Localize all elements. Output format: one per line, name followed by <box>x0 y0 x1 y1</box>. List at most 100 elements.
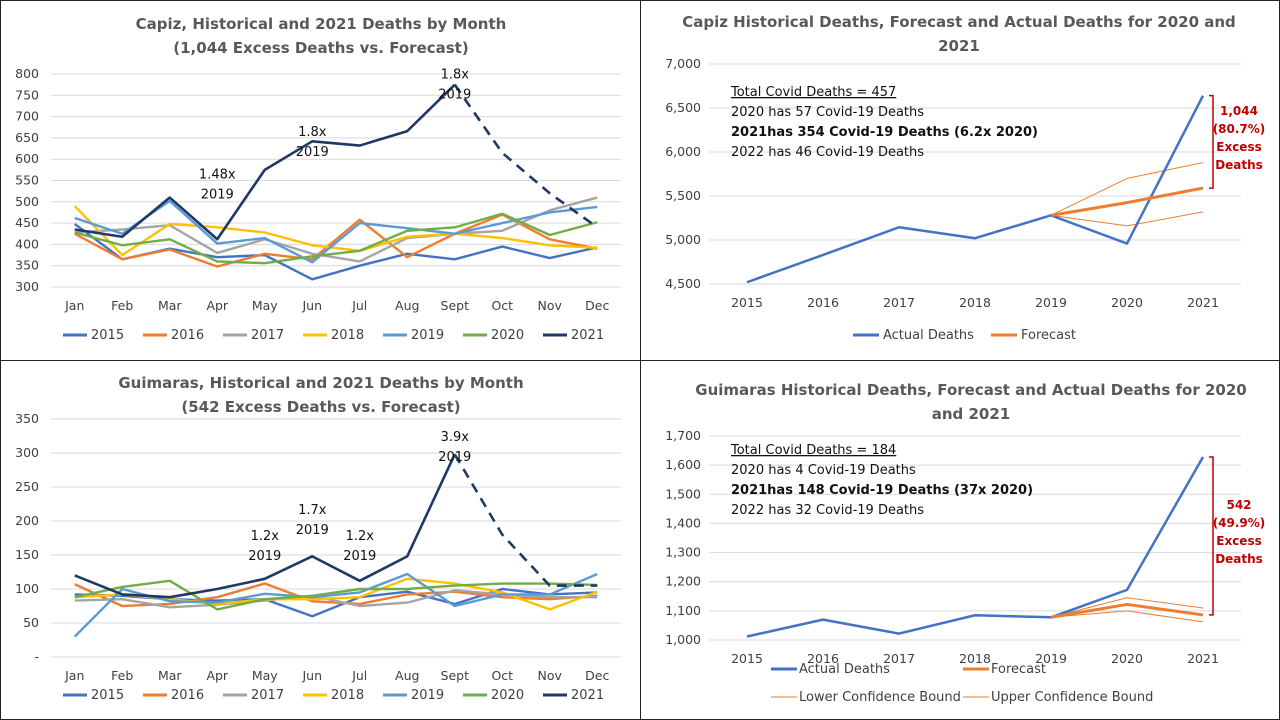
x-tick-label: May <box>252 668 278 683</box>
covid-deaths-note: 2021has 148 Covid-19 Deaths (37x 2020) <box>731 483 1033 498</box>
series-line-2016 <box>74 213 598 268</box>
x-tick-label: Feb <box>111 298 133 313</box>
y-tick-label: 6,500 <box>665 100 701 115</box>
legend-label-actual-deaths: Actual Deaths <box>799 662 890 677</box>
capiz-annual-panel: Capiz Historical Deaths, Forecast and Ac… <box>640 0 1280 361</box>
chart-title-line: and 2021 <box>932 405 1011 423</box>
ratio-annotation: 2019 <box>296 523 329 538</box>
ratio-annotation: 1.2x <box>346 529 375 544</box>
series-line-2020 <box>74 579 598 611</box>
x-tick-label: 2017 <box>883 651 915 666</box>
series-line-lower-confidence-bound <box>1050 211 1204 227</box>
excess-deaths-label: (80.7%) <box>1213 122 1266 136</box>
series-line-forecast <box>1050 602 1204 619</box>
legend-label-2017: 2017 <box>251 328 284 343</box>
y-tick-label: 700 <box>15 109 39 124</box>
y-tick-label: 1,100 <box>665 603 701 618</box>
excess-deaths-label: 542 <box>1226 498 1251 512</box>
ratio-annotation: 1.7x <box>298 503 327 518</box>
legend-label-2018: 2018 <box>331 328 364 343</box>
guimaras-monthly-chart: Guimaras, Historical and 2021 Deaths by … <box>15 374 621 703</box>
x-tick-label: 2021 <box>1187 651 1219 666</box>
y-tick-label: 1,300 <box>665 545 701 560</box>
chart-title-line: Capiz Historical Deaths, Forecast and Ac… <box>682 13 1236 31</box>
chart-title-line: Capiz, Historical and 2021 Deaths by Mon… <box>136 15 507 33</box>
x-tick-label: Jan <box>64 668 84 683</box>
y-tick-label: 1,500 <box>665 486 701 501</box>
ratio-annotation: 1.2x <box>251 529 280 544</box>
legend-label-2021: 2021 <box>571 328 604 343</box>
excess-deaths-label: (49.9%) <box>1213 516 1266 530</box>
guimaras-annual-panel: Guimaras Historical Deaths, Forecast and… <box>640 360 1280 720</box>
series-line-forecast <box>1050 186 1204 217</box>
ratio-annotation: 1.48x <box>199 167 236 182</box>
x-tick-label: Sept <box>441 668 470 683</box>
x-tick-label: 2019 <box>1035 295 1067 310</box>
chart-title-line: (1,044 Excess Deaths vs. Forecast) <box>173 39 468 57</box>
chart-title-line: Guimaras, Historical and 2021 Deaths by … <box>118 374 523 392</box>
y-tick-label: 5,500 <box>665 188 701 203</box>
y-tick-label: 450 <box>15 215 39 230</box>
y-tick-label: 5,000 <box>665 232 701 247</box>
y-tick-label: 400 <box>15 236 39 251</box>
y-tick-label: 1,200 <box>665 574 701 589</box>
x-tick-label: Mar <box>158 668 182 683</box>
covid-deaths-note: 2021has 354 Covid-19 Deaths (6.2x 2020) <box>731 125 1038 140</box>
x-tick-label: Sept <box>441 298 470 313</box>
ratio-annotation: 2019 <box>201 187 234 202</box>
x-tick-label: Aug <box>395 668 419 683</box>
x-tick-label: Jul <box>351 668 367 683</box>
legend-label-2021: 2021 <box>571 688 604 703</box>
ratio-annotation: 2019 <box>248 549 281 564</box>
y-tick-label: 1,000 <box>665 632 701 647</box>
ratio-annotation: 1.8x <box>441 67 470 82</box>
guimaras-annual-chart: Guimaras Historical Deaths, Forecast and… <box>665 381 1266 705</box>
legend-label-2015: 2015 <box>91 328 124 343</box>
y-tick-label: 350 <box>15 258 39 273</box>
x-tick-label: Feb <box>111 668 133 683</box>
y-tick-label: 200 <box>15 513 39 528</box>
series-line-2017 <box>74 196 598 263</box>
legend-label-forecast: Forecast <box>991 662 1046 677</box>
ratio-annotation: 2019 <box>438 450 471 465</box>
legend-label-2020: 2020 <box>491 328 524 343</box>
excess-deaths-label: Excess <box>1216 534 1261 548</box>
legend-label-2020: 2020 <box>491 688 524 703</box>
series-line-lower-confidence-bound <box>1050 610 1204 623</box>
legend-label-2019: 2019 <box>411 688 444 703</box>
legend-label-2017: 2017 <box>251 688 284 703</box>
legend-label-upper-confidence-bound: Upper Confidence Bound <box>991 690 1153 705</box>
covid-deaths-note: 2022 has 46 Covid-19 Deaths <box>731 145 924 160</box>
x-tick-label: Jun <box>301 298 322 313</box>
y-tick-label: 350 <box>15 411 39 426</box>
series-line-actual-deaths <box>746 456 1205 638</box>
x-tick-label: May <box>252 298 278 313</box>
ratio-annotation: 1.8x <box>298 125 327 140</box>
y-tick-label: 100 <box>15 581 39 596</box>
y-tick-label: 300 <box>15 445 39 460</box>
excess-bracket <box>1209 94 1214 189</box>
x-tick-label: 2017 <box>883 295 915 310</box>
x-tick-label: Mar <box>158 298 182 313</box>
x-tick-label: Nov <box>538 668 563 683</box>
x-tick-label: Oct <box>491 298 513 313</box>
x-tick-label: Aug <box>395 298 419 313</box>
series-line-2019 <box>73 572 598 638</box>
x-tick-label: 2015 <box>731 651 763 666</box>
total-covid-deaths-note: Total Covid Deaths = 457 <box>730 85 896 100</box>
legend-label-forecast: Forecast <box>1021 328 1076 343</box>
chart-title-line: (542 Excess Deaths vs. Forecast) <box>181 398 460 416</box>
ratio-annotation: 2019 <box>296 145 329 160</box>
legend-label-actual-deaths: Actual Deaths <box>883 328 974 343</box>
guimaras-monthly-panel: Guimaras, Historical and 2021 Deaths by … <box>0 360 641 720</box>
y-tick-label: 150 <box>15 547 39 562</box>
x-tick-label: 2019 <box>1035 651 1067 666</box>
legend-label-2019: 2019 <box>411 328 444 343</box>
y-tick-label: 250 <box>15 479 39 494</box>
legend-label-lower-confidence-bound: Lower Confidence Bound <box>799 690 961 705</box>
series-line-2018 <box>73 205 598 257</box>
chart-title-line: 2021 <box>938 37 980 55</box>
excess-deaths-label: 1,044 <box>1220 104 1258 118</box>
series-line-2015 <box>74 222 598 281</box>
legend-label-2016: 2016 <box>171 688 204 703</box>
